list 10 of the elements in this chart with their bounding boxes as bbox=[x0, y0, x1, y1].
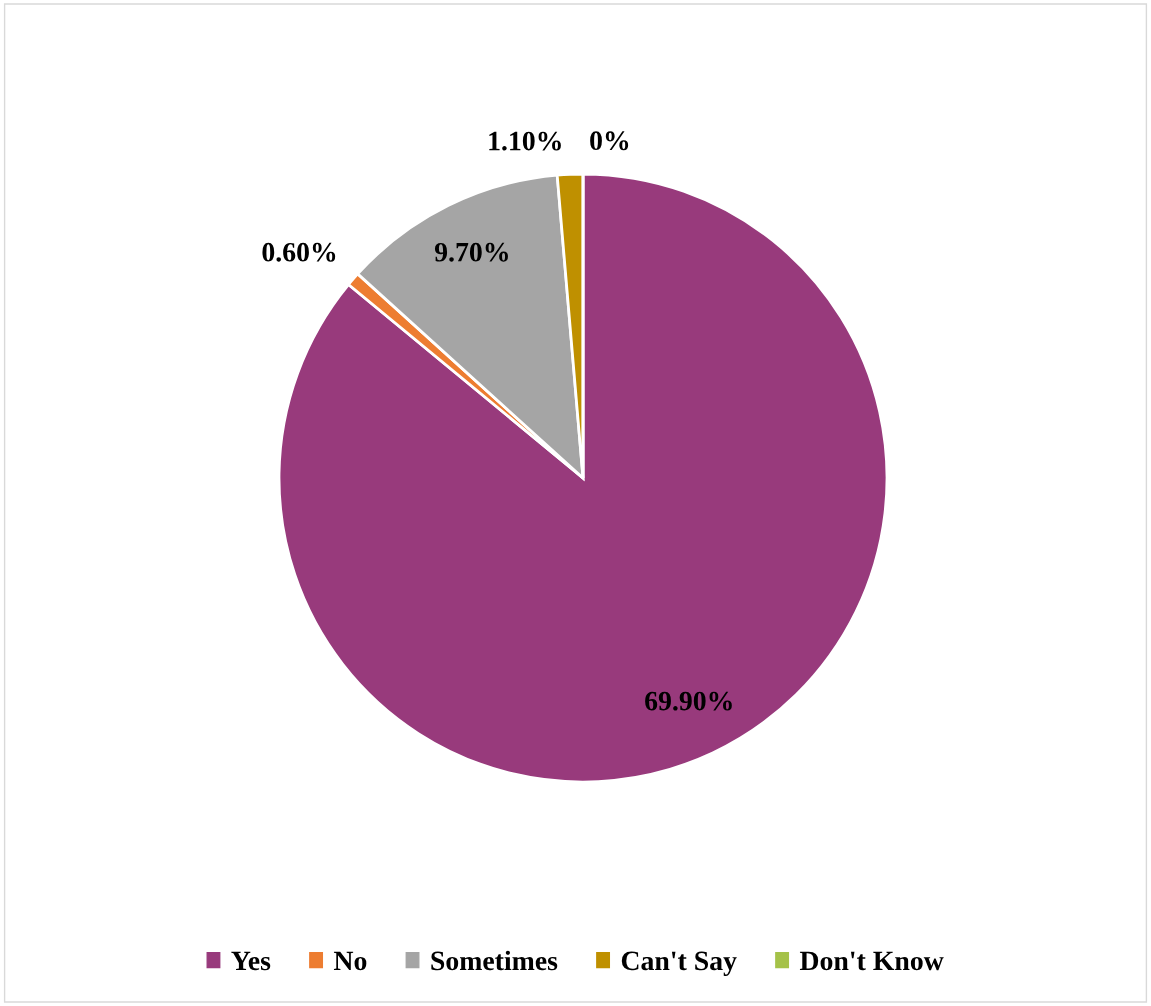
legend-label: Yes bbox=[231, 951, 271, 971]
legend-label: Don't Know bbox=[799, 951, 944, 971]
legend-label: Can't Say bbox=[621, 951, 737, 976]
data-label: 9.70% bbox=[434, 242, 508, 262]
data-label: 69.90% bbox=[645, 691, 732, 711]
text: 0% bbox=[590, 131, 629, 151]
data-label: 1.10% bbox=[489, 131, 561, 151]
legend-label: No bbox=[333, 951, 367, 971]
legend-label: Sometimes bbox=[431, 950, 558, 971]
data-label: 0.60% bbox=[262, 242, 336, 262]
